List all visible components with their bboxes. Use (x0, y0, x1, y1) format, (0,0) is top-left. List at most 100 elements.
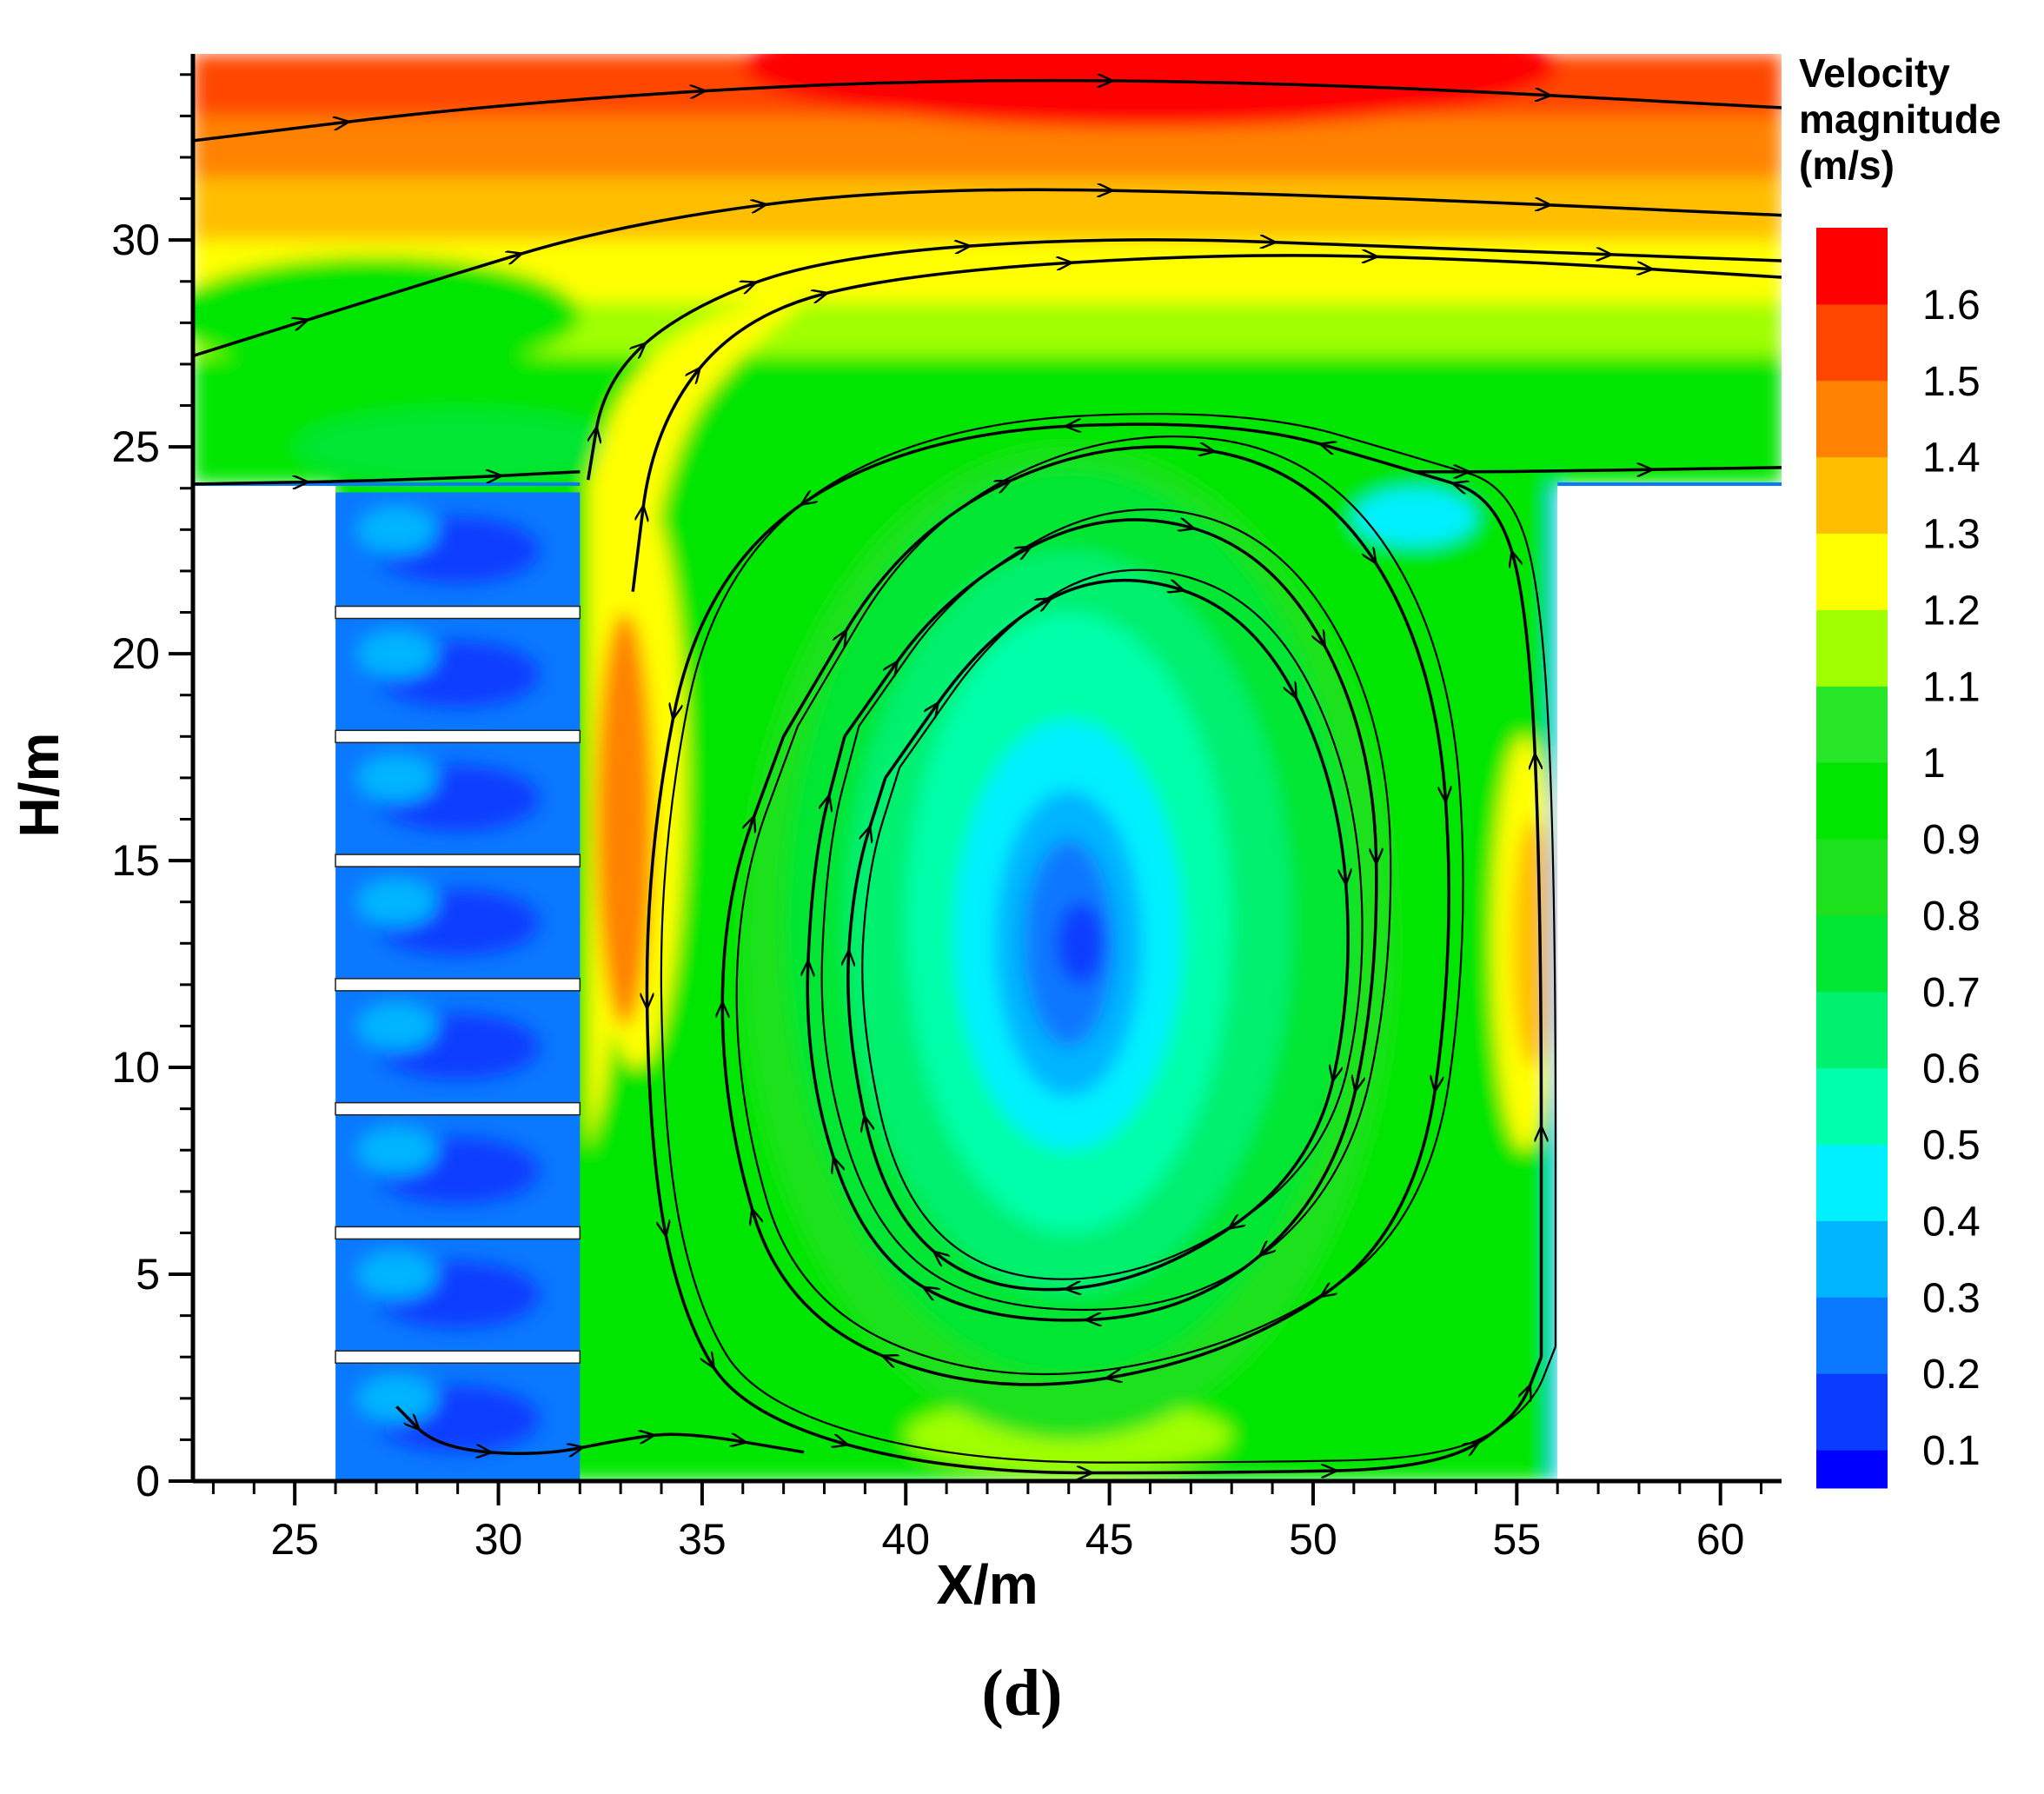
streamline-1 (193, 189, 1782, 358)
x-tick-label-45: 45 (1085, 1515, 1134, 1564)
channel-peak-1.6 (742, 54, 1558, 129)
streamline-9-parallel (861, 568, 1364, 1280)
streamline-0 (193, 81, 1782, 143)
streamline-7 (722, 447, 1449, 1386)
colorbar-label-0.9: 0.9 (1922, 817, 1981, 863)
dead-zone-fast-7 (355, 1373, 438, 1424)
colorbar-label-0.8: 0.8 (1922, 894, 1981, 940)
colorbar-label-0.2: 0.2 (1922, 1352, 1981, 1398)
x-tick-label-30: 30 (474, 1515, 523, 1564)
dead-zone-divider-1 (335, 729, 581, 744)
y-tick-label-10: 10 (111, 1043, 160, 1092)
channel-band-1.3 (193, 177, 1782, 241)
axes: 25 30 35 40 45 50 55 60 0 5 10 15 20 25 30 X/m H/m (8, 54, 1782, 1616)
dead-zone-fast-5 (355, 1125, 438, 1175)
dead-zone-divider-6 (335, 1350, 581, 1364)
colorbar-swatch-9 (1816, 762, 1888, 840)
x-tick-label-60: 60 (1696, 1515, 1745, 1564)
right-jet-orange (1512, 819, 1554, 1068)
vortex-core-0.2 (1056, 901, 1105, 985)
colorbar-swatch-5 (1816, 1067, 1888, 1146)
colorbar-label-1: 1 (1922, 741, 1946, 787)
y-tick-label-30: 30 (111, 216, 160, 264)
colorbar-label-1.6: 1.6 (1922, 282, 1981, 329)
right-wall-layer (1549, 483, 1558, 1481)
colorbar-swatch-0 (1816, 1450, 1888, 1489)
streamline-5-parallel (660, 413, 1557, 1464)
colorbar-swatch-15 (1816, 303, 1888, 382)
streamline-7-parallel (735, 435, 1464, 1376)
streamline-9 (848, 578, 1348, 1290)
y-tick-label-5: 5 (136, 1250, 160, 1299)
y-ticks: 0 5 10 15 20 25 30 (111, 73, 193, 1505)
x-tick-label-35: 35 (678, 1515, 727, 1564)
dead-zone-fast-1 (355, 628, 438, 679)
colorbar-swatch-8 (1816, 839, 1888, 916)
colorbar-title-line-2: magnitude (1799, 96, 2001, 142)
y-tick-label-0: 0 (136, 1457, 160, 1505)
x-ticks: 25 30 35 40 45 50 55 60 (211, 1481, 1763, 1564)
colorbar-label-0.5: 0.5 (1922, 1123, 1981, 1169)
dead-zone-divider-5 (335, 1226, 581, 1240)
dead-zone-patches (355, 504, 540, 1452)
colorbar-swatch-13 (1816, 456, 1888, 535)
left-solid-block (193, 483, 336, 1481)
colorbar-swatch-10 (1816, 686, 1888, 763)
channel-left-slow (295, 409, 621, 484)
streamline-10 (395, 1405, 805, 1453)
streamline-5 (647, 424, 1541, 1472)
colorbar-label-1.1: 1.1 (1922, 664, 1981, 710)
streamline-8 (807, 520, 1377, 1320)
y-axis-title: H/m (8, 733, 70, 838)
channel-band-1.4 (193, 116, 1782, 178)
x-axis-title: X/m (936, 1553, 1038, 1616)
colorbar-label-0.4: 0.4 (1922, 1199, 1981, 1245)
colorbar-swatch-16 (1816, 228, 1888, 305)
top-right-slow (1353, 488, 1477, 547)
plot-area (193, 54, 1782, 1481)
channel-left-green (193, 256, 581, 373)
dead-zone-fast-0 (355, 504, 438, 555)
dead-zone-fast-6 (355, 1249, 438, 1299)
colorbar-label-0.6: 0.6 (1922, 1046, 1981, 1093)
colorbar-title-line-3: (m/s) (1799, 143, 1895, 188)
right-solid-block (1557, 483, 1782, 1481)
left-jet-orange (596, 612, 654, 1027)
y-tick-label-20: 20 (111, 629, 160, 678)
dead-zone-fast-2 (355, 753, 438, 803)
colorbar-swatch-14 (1816, 380, 1888, 458)
colorbar-swatch-7 (1816, 914, 1888, 993)
dead-zone-fast-3 (355, 877, 438, 927)
colorbar-swatches (1816, 228, 1888, 1489)
panel-label: (d) (981, 1657, 1063, 1730)
colorbar-swatch-6 (1816, 991, 1888, 1069)
y-tick-label-25: 25 (111, 422, 160, 471)
dead-zone-divider-3 (335, 978, 581, 992)
colorbar-swatch-1 (1816, 1373, 1888, 1451)
colorbar-swatch-11 (1816, 609, 1888, 687)
dead-zone-divider-2 (335, 854, 581, 867)
x-tick-label-40: 40 (881, 1515, 930, 1564)
colorbar-swatch-4 (1816, 1144, 1888, 1221)
colorbar-label-0.7: 0.7 (1922, 970, 1981, 1016)
colorbar-swatch-3 (1816, 1220, 1888, 1298)
colorbar-label-1.2: 1.2 (1922, 588, 1981, 634)
x-tick-label-50: 50 (1289, 1515, 1337, 1564)
colorbar-labels: 0.1 0.2 0.3 0.4 0.5 0.6 0.7 0.8 0.9 1 1.1 1.2 1.3 1.4… (1922, 282, 1981, 1474)
dead-zone-fast-4 (355, 1000, 438, 1052)
wall-geometry (193, 482, 1782, 1481)
colorbar-label-1.5: 1.5 (1922, 359, 1981, 405)
colorbar-swatch-12 (1816, 533, 1888, 610)
colorbar-swatch-2 (1816, 1297, 1888, 1374)
colorbar-label-0.1: 0.1 (1922, 1428, 1981, 1474)
colorbar-title-line-1: Velocity (1799, 50, 1950, 96)
colorbar-legend: Velocity magnitude (m/s) 0.1 0.2 0.3 0.4 0.5… (1799, 50, 2001, 1489)
x-tick-label-25: 25 (270, 1515, 319, 1564)
streamline-4 (193, 472, 581, 484)
colorbar-label-0.3: 0.3 (1922, 1275, 1981, 1321)
x-tick-label-55: 55 (1493, 1515, 1542, 1564)
dead-zone-divider-4 (335, 1101, 581, 1116)
colorbar-label-1.3: 1.3 (1922, 512, 1981, 558)
